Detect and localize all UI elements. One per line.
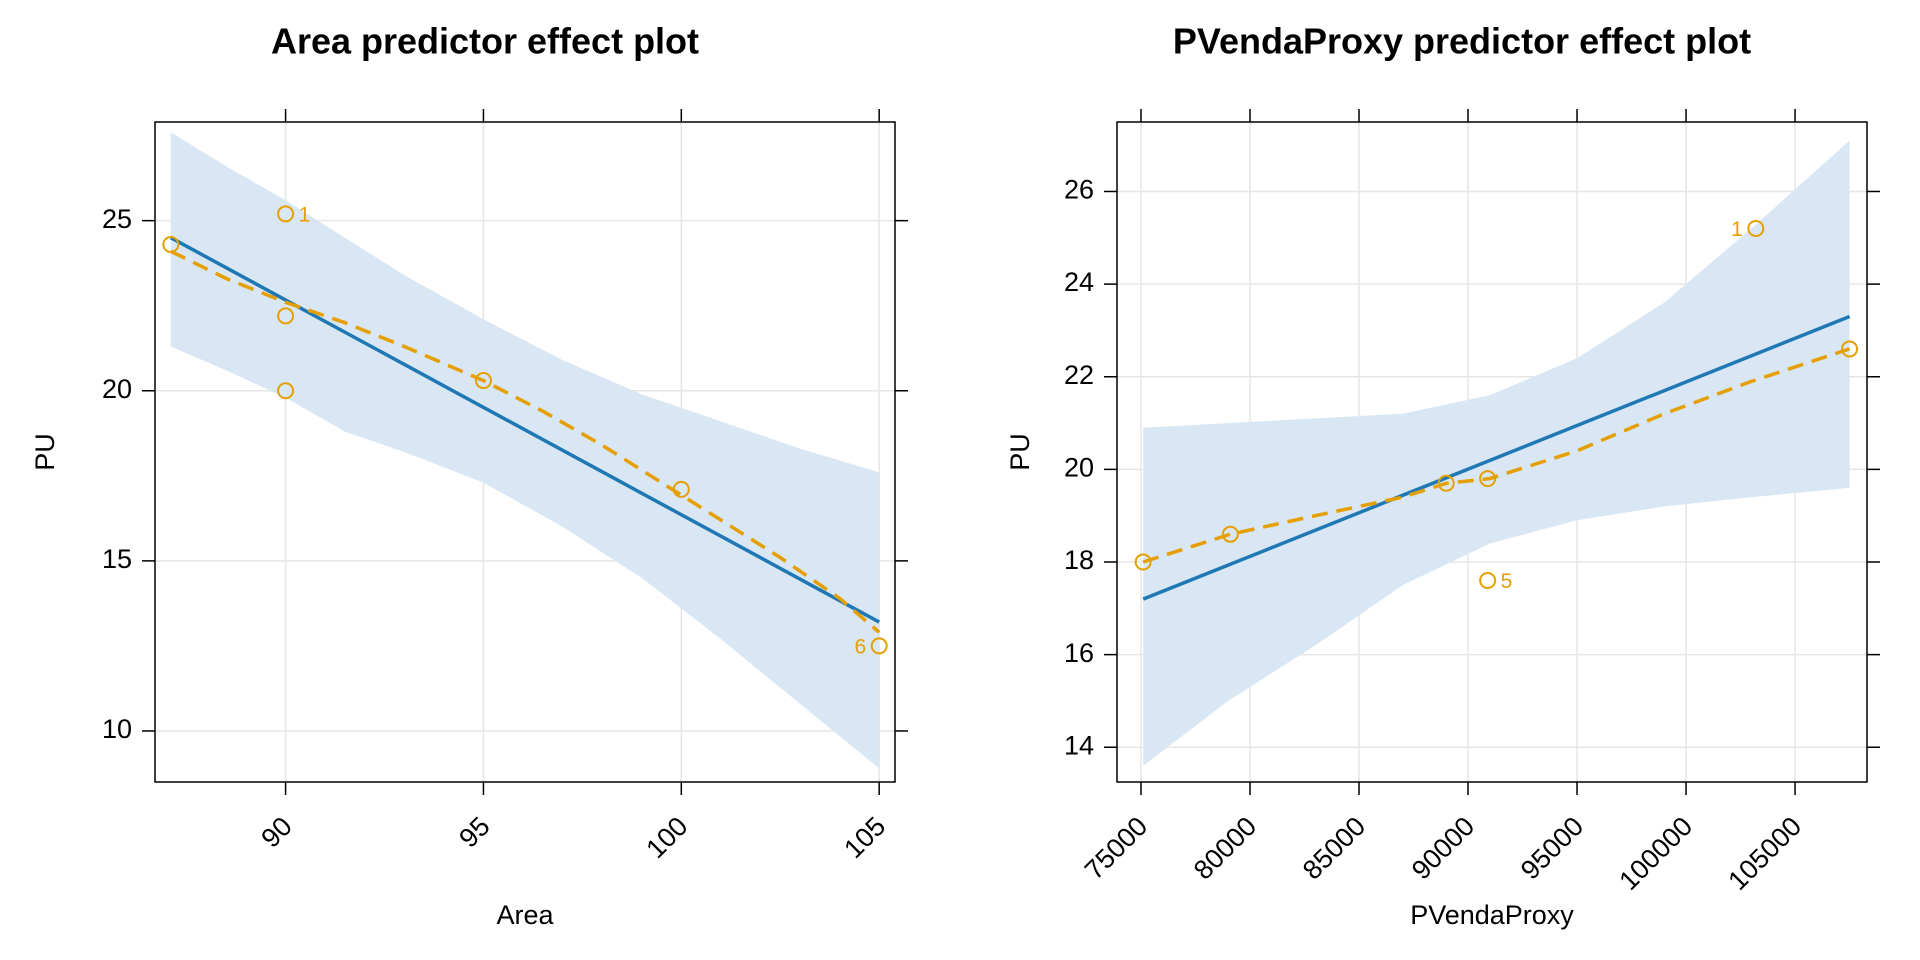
x-tick-label: 85000	[1297, 811, 1371, 885]
x-tick-label: 105	[838, 811, 891, 864]
residual-point	[1479, 470, 1497, 488]
smooth-residual-line	[1142, 347, 1851, 564]
y-tick-label: 20	[1064, 452, 1094, 482]
fitted-line	[1142, 314, 1851, 601]
point-label: 1	[1731, 218, 1743, 241]
x-axis-label: PVendaProxy	[1410, 900, 1574, 930]
x-tick-label: 100	[640, 811, 693, 864]
y-tick-label: 26	[1064, 175, 1094, 205]
point-label: 6	[854, 635, 866, 658]
residual-point	[277, 382, 295, 400]
x-tick-label: 75000	[1079, 811, 1153, 885]
y-tick-label: 25	[102, 204, 132, 234]
smooth-residual-line	[170, 249, 881, 634]
chart-title: PVendaProxy predictor effect plot	[1173, 21, 1751, 62]
y-axis-label: PU	[30, 433, 60, 471]
residual-point	[1747, 220, 1765, 238]
residual-point	[672, 480, 690, 498]
residual-point	[277, 205, 295, 223]
y-tick-label: 22	[1064, 360, 1094, 390]
x-tick-label: 100000	[1613, 811, 1698, 896]
y-axis-label: PU	[1005, 433, 1035, 471]
plot-area	[1142, 140, 1851, 766]
residual-point	[162, 235, 180, 253]
residual-point	[870, 637, 888, 655]
x-tick-label: 90	[255, 811, 297, 853]
x-tick-label: 90000	[1406, 811, 1480, 885]
chart-title: Area predictor effect plot	[271, 21, 699, 62]
y-tick-label: 20	[102, 374, 132, 404]
residual-point	[1221, 525, 1239, 543]
residual-point	[1479, 572, 1497, 590]
residual-point	[1134, 553, 1152, 571]
residual-point	[1437, 474, 1455, 492]
residual-point	[277, 307, 295, 325]
x-tick-label: 95	[453, 811, 495, 853]
x-tick-label: 105000	[1722, 811, 1807, 896]
confidence-band	[170, 132, 880, 769]
x-tick-label: 95000	[1515, 811, 1589, 885]
y-tick-label: 16	[1064, 638, 1094, 668]
plot-frame	[154, 121, 896, 783]
residual-point	[1841, 340, 1859, 358]
x-tick-label: 80000	[1188, 811, 1262, 885]
area-effect-panel: Area predictor effect plot 1 6 90 95 100 105 10…	[30, 21, 908, 930]
y-tick-label: 10	[102, 714, 132, 744]
point-label: 5	[1501, 570, 1513, 593]
pvendaproxy-effect-panel: PVendaProxy predictor effect plot 5 1 75000…	[1005, 21, 1880, 930]
y-tick-label: 18	[1064, 545, 1094, 575]
y-tick-label: 24	[1064, 267, 1094, 297]
point-label: 1	[299, 203, 311, 226]
plot-frame	[1116, 121, 1868, 783]
fitted-line	[169, 236, 881, 624]
y-tick-label: 15	[102, 544, 132, 574]
y-tick-label: 14	[1064, 730, 1094, 760]
x-axis-label: Area	[496, 900, 554, 930]
confidence-band	[1143, 140, 1850, 766]
residual-point	[474, 372, 492, 390]
plot-area	[169, 132, 881, 769]
